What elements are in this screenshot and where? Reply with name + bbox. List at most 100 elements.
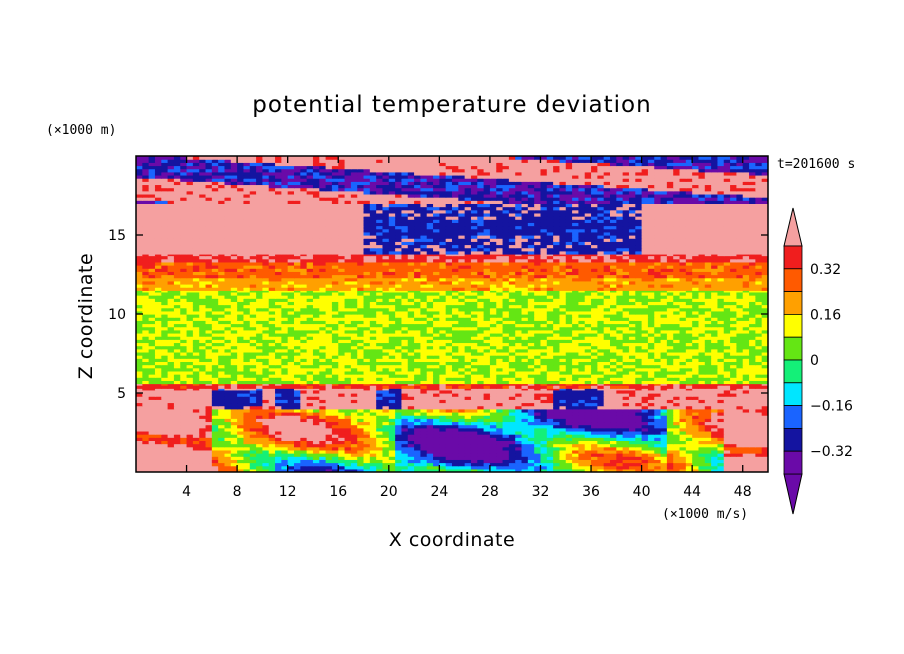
field-cell xyxy=(407,345,415,350)
field-cell xyxy=(306,468,314,472)
field-cell xyxy=(382,462,390,467)
field-cell xyxy=(420,361,428,366)
field-cell xyxy=(312,377,320,381)
field-cell xyxy=(692,361,700,366)
field-cell xyxy=(180,430,188,435)
field-cell xyxy=(534,427,542,432)
field-cell xyxy=(382,411,390,416)
field-cell xyxy=(268,339,276,344)
field-cell xyxy=(666,446,674,451)
field-cell xyxy=(325,374,333,378)
field-cell xyxy=(369,434,377,438)
field-cell xyxy=(376,358,384,362)
field-cell xyxy=(546,342,554,347)
field-cell xyxy=(357,418,365,423)
field-cell xyxy=(628,396,636,400)
field-cell xyxy=(382,405,390,410)
field-cell xyxy=(578,446,586,451)
field-cell xyxy=(647,329,655,334)
field-cell xyxy=(597,342,605,347)
field-cell xyxy=(186,402,194,407)
field-cell xyxy=(382,364,390,369)
field-cell xyxy=(262,421,270,426)
field-cell xyxy=(603,367,611,372)
field-cell xyxy=(281,430,289,435)
field-cell xyxy=(483,437,491,441)
field-cell xyxy=(256,408,263,413)
field-cell xyxy=(357,449,365,454)
field-cell xyxy=(445,361,453,366)
field-cell xyxy=(433,399,440,404)
field-cell xyxy=(180,443,188,448)
field-cell xyxy=(515,355,523,359)
field-cell xyxy=(180,405,188,410)
field-cell xyxy=(723,399,731,404)
field-cell xyxy=(300,348,308,353)
field-cell xyxy=(395,396,403,400)
field-cell xyxy=(521,396,529,400)
field-cell xyxy=(679,385,687,389)
field-cell xyxy=(730,385,737,389)
field-cell xyxy=(730,361,737,366)
field-cell xyxy=(496,385,504,389)
field-cell xyxy=(154,446,162,451)
field-cell xyxy=(553,462,561,467)
field-cell xyxy=(654,468,662,472)
field-cell xyxy=(230,377,238,381)
field-cell xyxy=(439,374,447,378)
field-cell xyxy=(572,339,579,344)
field-cell xyxy=(730,443,737,448)
field-cell xyxy=(515,449,523,454)
field-cell xyxy=(692,323,700,328)
field-cell xyxy=(376,389,384,394)
field-cell xyxy=(470,408,478,413)
field-cell xyxy=(395,323,403,328)
field-cell xyxy=(268,385,276,389)
field-cell xyxy=(439,418,447,423)
field-cell xyxy=(249,320,257,325)
field-cell xyxy=(161,396,169,400)
field-cell xyxy=(256,329,263,334)
field-cell xyxy=(508,342,516,347)
field-cell xyxy=(515,336,523,340)
field-cell xyxy=(679,411,687,416)
field-cell xyxy=(711,374,719,378)
field-cell xyxy=(508,465,516,470)
field-cell xyxy=(610,462,617,467)
field-cell xyxy=(401,421,409,426)
field-cell xyxy=(666,364,674,369)
field-cell xyxy=(230,396,238,400)
field-cell xyxy=(136,411,143,416)
field-cell xyxy=(527,408,535,413)
field-cell xyxy=(445,317,453,321)
field-cell xyxy=(414,440,421,445)
field-cell xyxy=(736,393,744,397)
field-cell xyxy=(350,348,358,353)
field-cell xyxy=(641,393,649,397)
field-cell xyxy=(268,380,276,385)
field-cell xyxy=(546,430,554,435)
field-cell xyxy=(407,320,415,325)
field-cell xyxy=(483,326,491,331)
field-cell xyxy=(591,332,598,337)
field-cell xyxy=(331,385,339,389)
field-cell xyxy=(426,367,434,372)
field-cell xyxy=(717,411,725,416)
field-cell xyxy=(628,434,636,438)
field-cell xyxy=(445,329,453,334)
field-cell xyxy=(287,462,295,467)
field-cell xyxy=(382,427,390,432)
field-cell xyxy=(325,405,333,410)
field-cell xyxy=(546,427,554,432)
field-cell xyxy=(654,465,662,470)
field-cell xyxy=(401,427,409,432)
field-cell xyxy=(376,364,384,369)
field-cell xyxy=(426,427,434,432)
field-cell xyxy=(584,345,592,350)
field-cell xyxy=(717,361,725,366)
field-cell xyxy=(489,361,497,366)
field-cell xyxy=(534,351,542,356)
field-cell xyxy=(704,345,712,350)
field-cell xyxy=(199,332,207,337)
field-cell xyxy=(496,427,504,432)
